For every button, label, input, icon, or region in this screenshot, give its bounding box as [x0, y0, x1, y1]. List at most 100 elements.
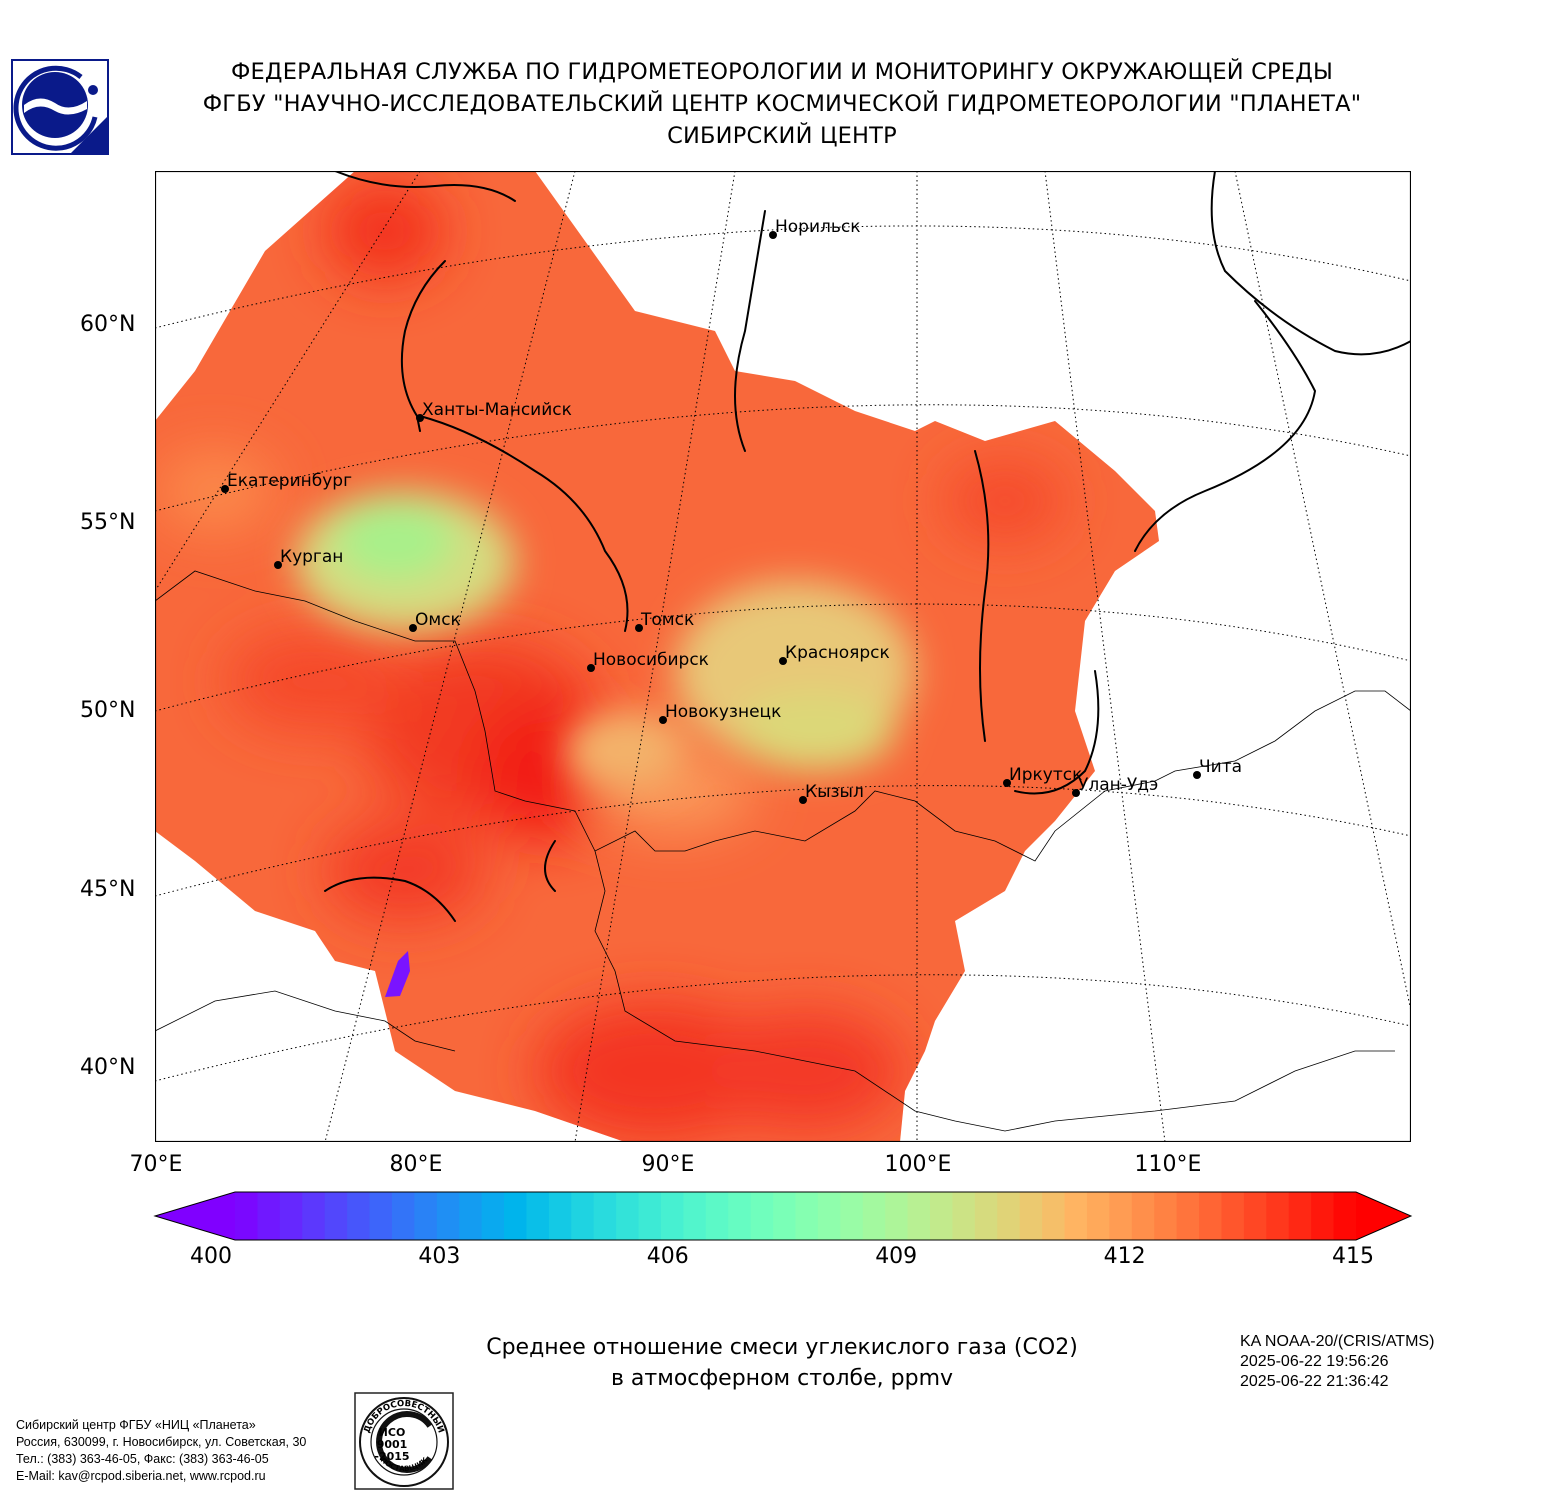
colorbar-tick-label: 400	[190, 1244, 232, 1269]
colorbar-segment	[459, 1192, 483, 1240]
colorbar-segment	[324, 1192, 348, 1240]
colorbar-segment	[638, 1192, 662, 1240]
satellite-instrument: KA NOAA-20/(CRIS/ATMS)	[1240, 1333, 1435, 1350]
colorbar-segment	[481, 1192, 505, 1240]
iso-line-3: -2015	[374, 1450, 409, 1463]
colorbar-segment	[795, 1192, 819, 1240]
city-marker	[1072, 789, 1080, 797]
colorbar-segment	[1311, 1192, 1335, 1240]
city-marker	[799, 796, 807, 804]
city-marker	[221, 485, 229, 493]
city-layer: Норильск Ханты-Мансийск Екатеринбург Курган…	[221, 217, 1242, 804]
product-title-line-1: Среднее отношение смеси углекислого газа…	[486, 1335, 1078, 1360]
contacts-line-4: E-Mail: kav@rcpod.siberia.net, www.rcpod…	[16, 1469, 266, 1483]
city-3: Екатеринбург	[221, 471, 352, 493]
city-marker	[659, 716, 667, 724]
city-marker	[587, 664, 595, 672]
colorbar-segment	[1131, 1192, 1155, 1240]
colorbar-segment	[1086, 1192, 1110, 1240]
city-5: Омск	[409, 610, 461, 632]
product-title: Среднее отношение смеси углекислого газа…	[382, 1332, 1182, 1394]
city-1: Норильск	[769, 217, 861, 239]
colorbar-segment	[414, 1192, 438, 1240]
longitude-label: 110°E	[1134, 1152, 1202, 1177]
colorbar-segment	[728, 1192, 752, 1240]
colorbar-segment	[548, 1192, 572, 1240]
city-label: Чита	[1199, 757, 1242, 777]
colorbar-segment	[907, 1192, 931, 1240]
city-label: Кызыл	[805, 782, 864, 802]
country-borders	[155, 570, 1411, 1132]
city-label: Иркутск	[1009, 765, 1082, 785]
city-label: Омск	[415, 610, 461, 630]
colorbar-segment	[683, 1192, 707, 1240]
city-marker	[1193, 771, 1201, 779]
latitude-label: 50°N	[80, 698, 136, 723]
satellite-info: KA NOAA-20/(CRIS/ATMS) 2025-06-22 19:56:…	[1240, 1332, 1434, 1392]
colorbar-segment	[862, 1192, 886, 1240]
roshydromet-logo-icon	[11, 59, 109, 155]
latitude-label: 60°N	[80, 312, 136, 337]
colorbar-segment	[885, 1192, 909, 1240]
city-2: Ханты-Мансийск	[416, 400, 572, 422]
city-8: Красноярск	[779, 643, 890, 665]
city-label: Екатеринбург	[227, 471, 352, 491]
city-label: Курган	[280, 547, 343, 567]
city-marker	[779, 657, 787, 665]
colorbar-segment	[1266, 1192, 1290, 1240]
satellite-time-end: 2025-06-22 21:36:42	[1240, 1373, 1389, 1390]
contacts-line-1: Сибирский центр ФГБУ «НИЦ «Планета»	[16, 1418, 256, 1432]
iso-stamp-icon: ДОБРОСОВЕСТНЫЙ ПОСТАВЩИК ИСО 9001 -2015	[354, 1392, 454, 1490]
longitude-label: 100°E	[884, 1152, 952, 1177]
colorbar-segment	[974, 1192, 998, 1240]
graticule	[155, 171, 1411, 1142]
city-label: Улан-Удэ	[1078, 775, 1158, 795]
colorbar-segment	[1154, 1192, 1178, 1240]
iso-line-1: ИСО	[379, 1426, 406, 1439]
colorbar-segment	[526, 1192, 550, 1240]
colorbar-segment	[1199, 1192, 1223, 1240]
colorbar-segment	[997, 1192, 1021, 1240]
colorbar-segment	[1109, 1192, 1133, 1240]
longitude-label: 80°E	[389, 1152, 443, 1177]
colorbar-outline	[153, 1191, 1413, 1241]
city-label: Норильск	[775, 217, 861, 237]
city-label: Новосибирск	[593, 650, 709, 670]
colorbar-segment	[660, 1192, 684, 1240]
colorbar-segment	[952, 1192, 976, 1240]
colorbar-segment	[1288, 1192, 1312, 1240]
product-title-line-2: в атмосферном столбе, ppmv	[610, 1366, 954, 1391]
colorbar-segment	[705, 1192, 729, 1240]
contacts-block: Сибирский центр ФГБУ «НИЦ «Планета» Росс…	[16, 1417, 306, 1485]
co2-concentration-field	[155, 171, 1159, 1142]
colorbar-segment	[1042, 1192, 1066, 1240]
city-9: Новокузнецк	[659, 702, 781, 724]
colorbar-segment	[436, 1192, 460, 1240]
latitude-label: 45°N	[80, 877, 136, 902]
city-marker	[1003, 779, 1011, 787]
city-marker	[274, 561, 282, 569]
city-label: Новокузнецк	[665, 702, 781, 722]
co2-map: Норильск Ханты-Мансийск Екатеринбург Курган…	[155, 171, 1411, 1142]
colorbar-segment	[571, 1192, 595, 1240]
city-marker	[409, 624, 417, 632]
colorbar-tick-label: 406	[646, 1244, 689, 1269]
colorbar-segment	[504, 1192, 528, 1240]
latitude-label: 40°N	[80, 1055, 136, 1080]
colorbar-tick-label: 415	[1332, 1244, 1374, 1269]
colorbar	[150, 1188, 1416, 1244]
colorbar-min-extend	[155, 1192, 235, 1240]
colorbar-segment	[257, 1192, 281, 1240]
city-10: Кызыл	[799, 782, 864, 804]
city-label: Томск	[640, 610, 694, 630]
organization-header: ФЕДЕРАЛЬНАЯ СЛУЖБА ПО ГИДРОМЕТЕОРОЛОГИИ …	[140, 56, 1424, 152]
city-marker	[416, 414, 424, 422]
colorbar-segment	[391, 1192, 415, 1240]
colorbar-segment	[1243, 1192, 1267, 1240]
colorbar-max-extend	[1356, 1192, 1411, 1240]
colorbar-segment	[1019, 1192, 1043, 1240]
satellite-time-start: 2025-06-22 19:56:26	[1240, 1353, 1389, 1370]
longitude-label: 90°E	[641, 1152, 695, 1177]
map-border	[155, 171, 1411, 1142]
city-label: Красноярск	[785, 643, 890, 663]
